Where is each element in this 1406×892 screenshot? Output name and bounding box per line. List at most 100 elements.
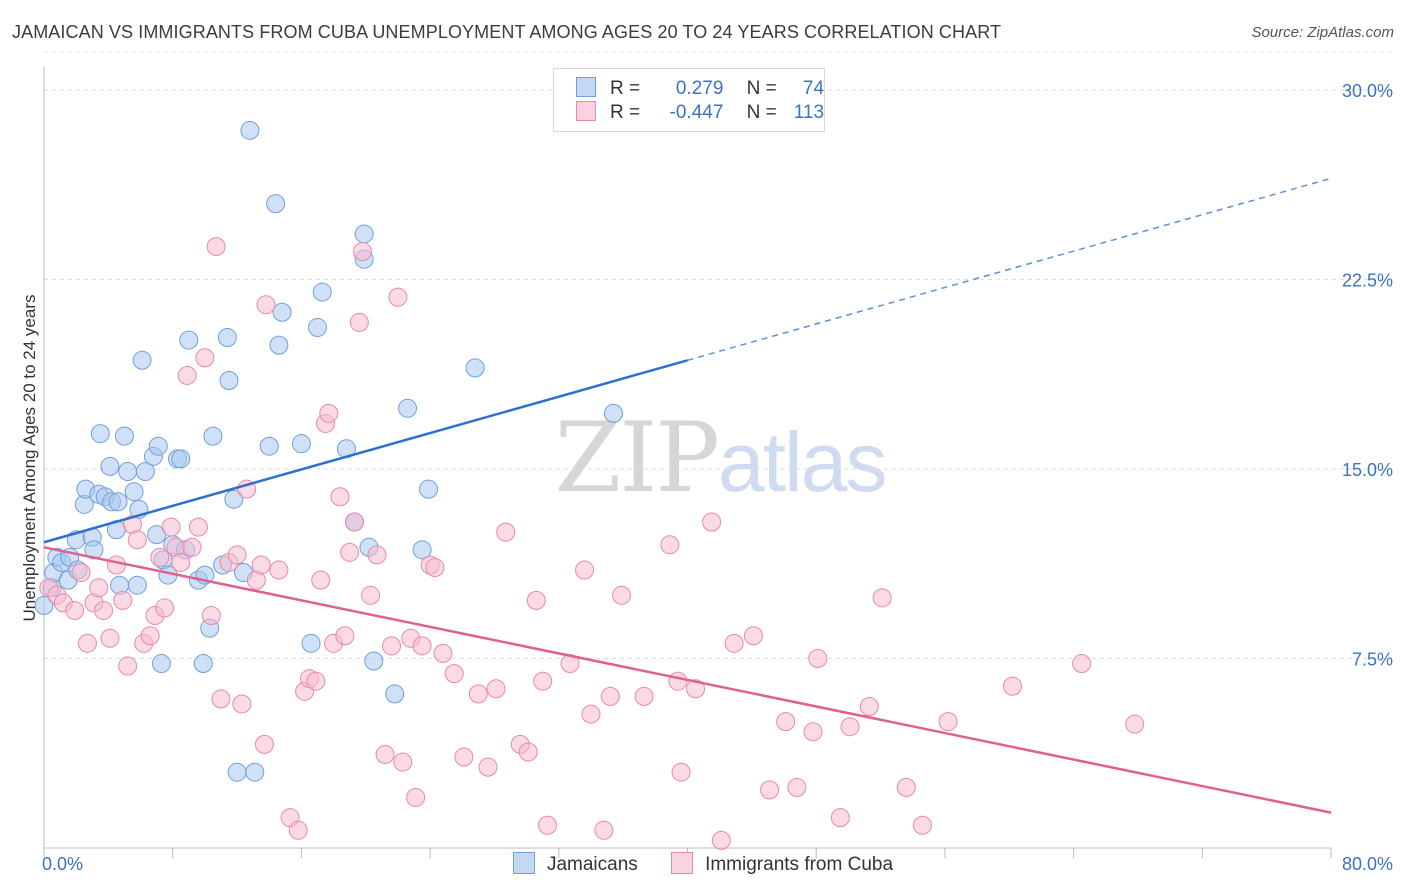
cuba-point — [433, 643, 453, 663]
cuba-point — [89, 578, 109, 598]
jamaican-point — [34, 595, 54, 615]
cuba-point — [335, 626, 355, 646]
jamaican-point — [354, 224, 374, 244]
cuba-trend-line — [43, 546, 1332, 814]
cuba-point — [743, 626, 763, 646]
jamaican-point — [245, 762, 265, 782]
jamaican-trend-line — [43, 359, 688, 544]
cuba-point — [612, 585, 632, 605]
cuba-point — [118, 656, 138, 676]
cuba-point — [600, 686, 620, 706]
cuba-point — [94, 600, 114, 620]
cuba-point — [634, 686, 654, 706]
jamaican-point — [127, 575, 147, 595]
cuba-point — [425, 558, 445, 578]
jamaican-point — [307, 317, 327, 337]
cuba-point — [808, 648, 828, 668]
cuba-point — [896, 777, 916, 797]
jamaican-point — [301, 633, 321, 653]
cuba-point — [803, 722, 823, 742]
series-legend-label: Immigrants from Cuba — [705, 854, 894, 875]
cuba-point — [206, 237, 226, 257]
jamaican-point — [217, 328, 237, 348]
cuba-point — [195, 348, 215, 368]
legend-n-label: N = — [746, 102, 777, 123]
jamaican-point — [108, 492, 128, 512]
legend-r-label: R = — [610, 78, 641, 99]
watermark-zip: ZIP — [554, 402, 720, 514]
cuba-point — [388, 287, 408, 307]
jamaican-point — [398, 398, 418, 418]
jamaican-point — [118, 461, 138, 481]
cuba-point — [594, 820, 614, 840]
cuba-point — [486, 679, 506, 699]
cuba-point — [375, 745, 395, 765]
cuba-point — [100, 628, 120, 648]
jamaican-point — [179, 330, 199, 350]
cuba-point — [367, 545, 387, 565]
cuba-point — [518, 742, 538, 762]
cuba-point — [201, 606, 221, 626]
y-tick-label: 7.5% — [1352, 649, 1393, 669]
cuba-point — [668, 671, 688, 691]
cuba-point — [671, 762, 691, 782]
watermark: ZIPatlas — [554, 402, 888, 514]
jamaican-point — [224, 489, 244, 509]
cuba-point — [227, 545, 247, 565]
cuba-point — [468, 684, 488, 704]
cuba-point — [232, 694, 252, 714]
cuba-point — [306, 671, 326, 691]
legend-swatch-cuba — [576, 101, 596, 121]
cuba-point — [912, 815, 932, 835]
x-tick-label: 0.0% — [42, 854, 83, 874]
series-legend-label: Jamaicans — [546, 854, 638, 875]
cuba-point — [344, 512, 364, 532]
cuba-point — [444, 664, 464, 684]
cuba-point — [538, 815, 558, 835]
series-swatch-jamaicans — [512, 852, 535, 874]
cuba-point — [938, 712, 958, 732]
cuba-point — [787, 777, 807, 797]
cuba-point — [251, 555, 271, 575]
cuba-point — [872, 588, 892, 608]
cuba-point — [106, 555, 126, 575]
cuba-point — [724, 633, 744, 653]
cuba-point — [330, 487, 350, 507]
correlation-legend: R = 0.279 N = 74 R = -0.447 N = 113 — [553, 68, 825, 132]
cuba-point — [776, 712, 796, 732]
cuba-point — [188, 517, 208, 537]
cuba-point — [760, 780, 780, 800]
cuba-point — [686, 679, 706, 699]
legend-swatch-jamaicans — [576, 77, 596, 97]
jamaican-trend-extension — [687, 177, 1332, 362]
jamaican-point — [219, 371, 239, 391]
cuba-point — [140, 626, 160, 646]
cuba-point — [288, 820, 308, 840]
y-tick-label: 15.0% — [1342, 460, 1393, 480]
cuba-point — [454, 747, 474, 767]
legend-r-label: R = — [610, 102, 641, 123]
series-legend-jamaicans: Jamaicans — [512, 852, 638, 876]
jamaican-point — [385, 684, 405, 704]
cuba-point — [361, 585, 381, 605]
cuba-point — [840, 717, 860, 737]
cuba-point — [319, 403, 339, 423]
jamaican-point — [269, 335, 289, 355]
jamaican-point — [135, 461, 155, 481]
cuba-point — [349, 312, 369, 332]
cuba-point — [1125, 714, 1145, 734]
jamaican-point — [312, 282, 332, 302]
jamaican-point — [603, 403, 623, 423]
cuba-point — [830, 808, 850, 828]
cuba-point — [660, 535, 680, 555]
series-swatch-cuba — [671, 852, 694, 874]
cuba-point — [77, 633, 97, 653]
cuba-point — [478, 757, 498, 777]
legend-r-value: -0.447 — [669, 102, 724, 123]
cuba-point — [393, 752, 413, 772]
jamaican-point — [100, 456, 120, 476]
cuba-point — [150, 547, 170, 567]
jamaican-point — [418, 479, 438, 499]
cuba-point — [127, 530, 147, 550]
